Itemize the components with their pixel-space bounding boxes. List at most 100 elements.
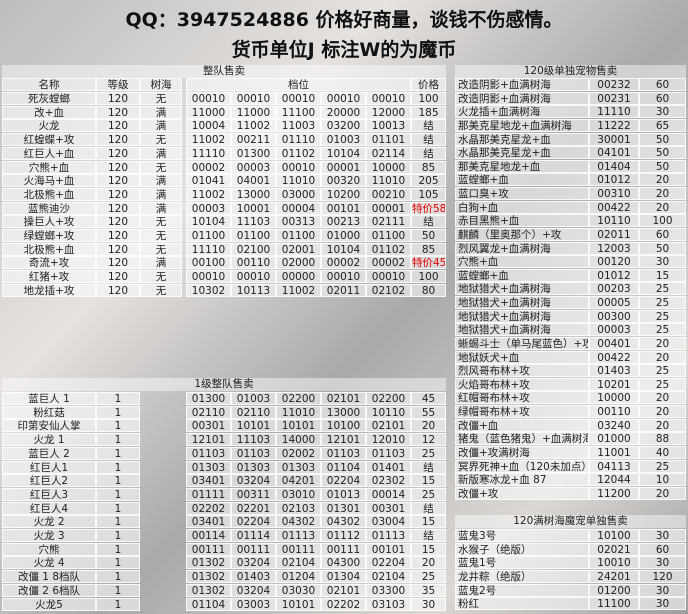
table-cell: 01300 xyxy=(231,146,276,160)
table-cell: 01302 xyxy=(186,556,231,570)
table-cell: 01041 xyxy=(186,174,231,188)
table-cell: 无 xyxy=(140,92,182,105)
table-cell: 印第安仙人掌 xyxy=(2,419,96,433)
table-cell: 00010 xyxy=(231,92,276,105)
table-cell: 烈风哥布林+攻 xyxy=(455,364,589,378)
table-cell: 00010 xyxy=(186,270,231,284)
column-header: 树海 xyxy=(140,78,182,91)
table-cell: 穴熊+血 xyxy=(2,160,96,174)
table-cell: 00010 xyxy=(276,160,321,174)
table-cell: 结 xyxy=(411,146,446,160)
column-header: 名称 xyxy=(2,78,96,91)
table-cell: 红猪+攻 xyxy=(2,270,96,284)
table-cell: 蓝鬼3号 xyxy=(455,529,589,542)
table-cell: 穴熊 xyxy=(2,542,96,556)
table-cell: 10004 xyxy=(186,119,231,133)
table-cell: 10104 xyxy=(321,146,366,160)
table-cell: 1 xyxy=(96,556,140,570)
table-cell: 01003 xyxy=(321,133,366,147)
table-cell: 10010 xyxy=(589,556,639,570)
table-title: 1级整队售卖 xyxy=(2,378,446,391)
table-cell: 11010 xyxy=(276,405,321,419)
table-cell: 红巨人2 xyxy=(2,474,96,488)
table-cell: 10200 xyxy=(321,187,366,201)
table-cell: 13000 xyxy=(321,405,366,419)
table-cell: 无 xyxy=(140,242,182,256)
table-cell: 11002 xyxy=(231,119,276,133)
table-cell: 穴熊+血 xyxy=(455,255,589,269)
table-cell: 地狱猎犬+血满树海 xyxy=(455,323,589,337)
table-cell: 45 xyxy=(411,392,446,405)
table-cell: 120 xyxy=(96,270,140,284)
table-cell: 01100 xyxy=(276,229,321,242)
table-cell: 冥界死神+血（120未加点） xyxy=(455,459,589,473)
table-cell: 30 xyxy=(639,255,686,269)
table-cell: 120 xyxy=(96,133,140,147)
table-cell: 185 xyxy=(411,105,446,119)
table-cell: 00211 xyxy=(231,133,276,147)
table-cell: 00010 xyxy=(366,270,411,284)
table-cell: 满 xyxy=(140,146,182,160)
table-cell: 02101 xyxy=(321,392,366,405)
table-cell: 04001 xyxy=(231,174,276,188)
table-cell: 蜥蜴斗士（单马尾蓝色）+攻 xyxy=(455,336,589,350)
table-cell: 30 xyxy=(639,556,686,570)
table-cell: 01403 xyxy=(589,364,639,378)
table-cell: 10000 xyxy=(589,391,639,405)
table-cell: 120 xyxy=(96,174,140,188)
table-cell: 03401 xyxy=(186,515,231,529)
table-cell: 北极熊+血 xyxy=(2,187,96,201)
table-title: 120级单独宠物售卖 xyxy=(455,65,686,78)
table-cell: 1 xyxy=(96,419,140,433)
table-cell: 88 xyxy=(639,432,686,446)
table-cell: 地狱妖犬+血 xyxy=(455,350,589,364)
table-cell: 11110 xyxy=(186,146,231,160)
table-cell: 00311 xyxy=(231,487,276,501)
table-cell: 红巨人+血 xyxy=(2,146,96,160)
table-cell: 01103 xyxy=(186,446,231,460)
table-cell: 12101 xyxy=(321,433,366,447)
table-cell: 00111 xyxy=(231,542,276,556)
table-cell: 改+血 xyxy=(2,105,96,119)
table-cell: 北极熊+血 xyxy=(2,242,96,256)
column-header: 档位 xyxy=(186,78,411,91)
table-cell: 12101 xyxy=(186,433,231,447)
table-cell: 02110 xyxy=(231,405,276,419)
table-cell: 01401 xyxy=(366,460,411,474)
table-cell: 105 xyxy=(411,187,446,201)
table-cell: 02100 xyxy=(231,242,276,256)
table-cell: 20 xyxy=(639,405,686,419)
table-cell: 结 xyxy=(411,133,446,147)
table-cell: 10000 xyxy=(366,160,411,174)
table-cell: 01114 xyxy=(231,529,276,542)
header-line: 货币单位J 标注W的为魔币 xyxy=(231,39,457,61)
table-cell: 红蝗蝶+攻 xyxy=(2,133,96,147)
table-cell: 10113 xyxy=(231,283,276,297)
table-cell: 02204 xyxy=(366,556,411,570)
table-cell: 25 xyxy=(639,364,686,378)
table-cell: 120 xyxy=(96,105,140,119)
table-cell: 01000 xyxy=(321,229,366,242)
table-cell: 30 xyxy=(639,597,686,611)
table-cell: 10101 xyxy=(276,419,321,433)
table-cell: 30 xyxy=(411,597,446,611)
table-cell: 02011 xyxy=(589,227,639,241)
table-cell: 改造阴影+血满树海 xyxy=(455,91,589,105)
table-cell: 00014 xyxy=(366,487,411,501)
table-cell: 00101 xyxy=(321,201,366,215)
table-cell: 01103 xyxy=(321,446,366,460)
table-cell: 满 xyxy=(140,105,182,119)
table-cell: 120 xyxy=(96,201,140,215)
table-cell: 20 xyxy=(639,173,686,187)
table-cell: 11002 xyxy=(186,133,231,147)
table-cell: 02202 xyxy=(186,501,231,515)
table-cell: 满 xyxy=(140,256,182,270)
table-cell: 1 xyxy=(96,405,140,419)
table-cell: 60 xyxy=(639,542,686,556)
table-cell: 蓝鬼1号 xyxy=(455,556,589,570)
table-cell: 01104 xyxy=(321,460,366,474)
table-cell: 15 xyxy=(411,474,446,488)
table-cell: 绿帽哥布林+攻 xyxy=(455,405,589,419)
table-cell: 10104 xyxy=(321,242,366,256)
